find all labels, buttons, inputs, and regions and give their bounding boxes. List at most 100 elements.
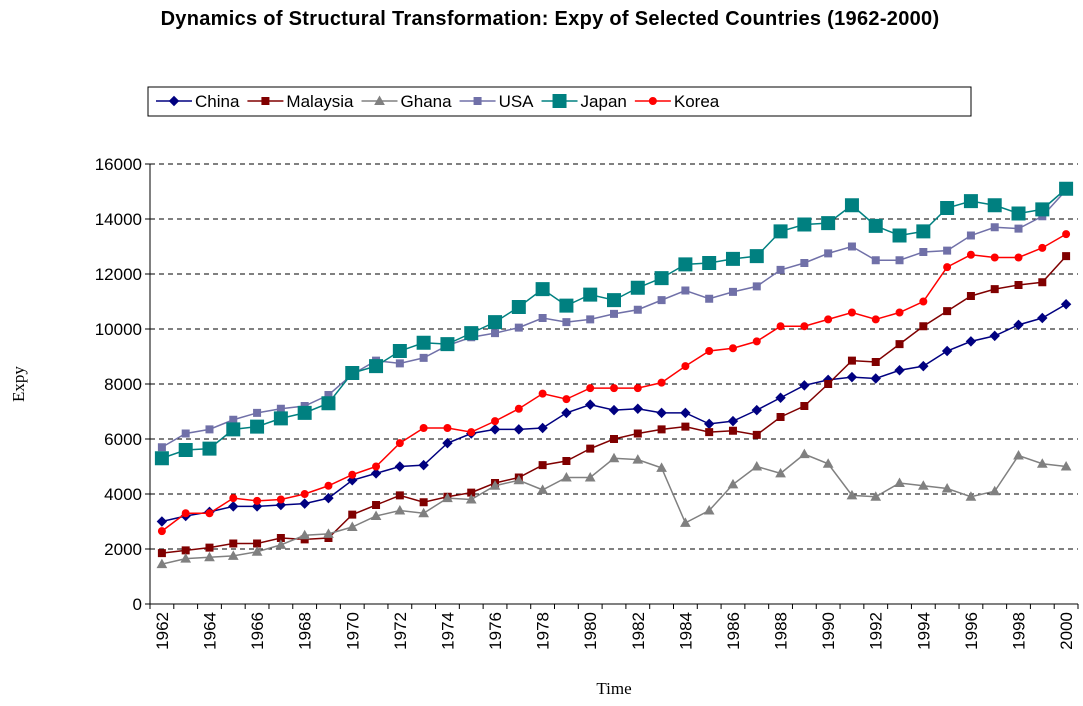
marker [489, 480, 501, 490]
marker [419, 353, 428, 362]
marker [776, 413, 785, 421]
x-tick-label: 1988 [772, 612, 791, 650]
marker [228, 501, 239, 512]
marker [943, 263, 952, 272]
marker [251, 546, 263, 556]
marker [657, 378, 666, 387]
marker [538, 389, 547, 398]
marker [870, 491, 882, 501]
marker [821, 216, 836, 231]
marker [1013, 319, 1024, 331]
marker [205, 425, 214, 434]
marker [633, 429, 642, 438]
marker [678, 257, 693, 272]
marker [919, 248, 928, 256]
marker [844, 198, 859, 213]
marker [749, 249, 764, 264]
marker [633, 384, 642, 393]
x-tick-label: 1992 [867, 612, 886, 650]
marker [559, 298, 574, 313]
marker [1062, 230, 1071, 239]
marker [1014, 281, 1023, 289]
marker [702, 256, 717, 270]
legend-label: Korea [674, 92, 720, 111]
marker [205, 509, 214, 518]
marker [1036, 458, 1048, 468]
marker [648, 97, 657, 105]
marker [297, 405, 312, 420]
marker [824, 315, 833, 324]
marker [229, 415, 238, 424]
marker [537, 422, 548, 434]
marker [800, 402, 809, 410]
marker [632, 403, 644, 414]
marker [799, 380, 810, 391]
x-tick-label: 1980 [581, 612, 600, 650]
marker [229, 494, 238, 503]
marker [511, 300, 526, 314]
marker [633, 305, 642, 314]
marker [752, 337, 761, 346]
marker [488, 315, 503, 330]
marker [348, 510, 357, 519]
marker [703, 418, 715, 430]
marker [752, 282, 761, 291]
x-tick-label: 1970 [343, 612, 362, 650]
marker [275, 539, 287, 549]
marker [751, 404, 762, 416]
marker [394, 461, 406, 472]
marker [419, 498, 428, 507]
marker [966, 292, 975, 300]
marker [1038, 243, 1047, 252]
chart-title: Dynamics of Structural Transformation: E… [160, 8, 940, 30]
marker [657, 296, 666, 305]
x-tick-label: 1968 [296, 612, 315, 650]
x-tick-label: 1984 [676, 612, 695, 650]
marker [797, 217, 812, 232]
marker [987, 198, 1002, 213]
marker [990, 253, 999, 262]
marker [919, 322, 928, 331]
marker [871, 315, 880, 324]
marker [800, 322, 809, 331]
marker [586, 444, 595, 453]
x-tick-label: 1982 [629, 612, 648, 650]
marker [372, 462, 381, 471]
marker [345, 366, 360, 380]
marker [584, 471, 596, 482]
marker [871, 256, 880, 265]
legend-label: Ghana [401, 92, 453, 111]
marker [919, 297, 928, 306]
marker [1014, 253, 1023, 262]
marker [846, 371, 858, 383]
marker [727, 415, 739, 427]
marker [847, 308, 856, 317]
marker [918, 360, 929, 372]
y-tick-label: 4000 [104, 485, 142, 504]
marker [250, 419, 265, 434]
marker [537, 484, 548, 494]
marker [535, 282, 550, 297]
marker [966, 250, 975, 259]
marker [776, 265, 785, 274]
marker [871, 358, 880, 366]
marker [728, 344, 737, 353]
marker [1038, 278, 1047, 287]
marker [989, 330, 1000, 342]
marker [253, 539, 262, 548]
marker [773, 224, 788, 239]
marker [1060, 299, 1072, 310]
marker [552, 94, 567, 108]
marker [868, 218, 883, 233]
legend-item: Malaysia [247, 92, 354, 111]
marker [680, 407, 691, 419]
x-tick-label: 1986 [724, 612, 743, 650]
marker [846, 489, 858, 500]
marker [562, 395, 571, 404]
marker [1060, 460, 1072, 471]
marker [489, 424, 501, 435]
marker [418, 459, 429, 471]
marker [608, 404, 620, 416]
marker [656, 462, 667, 472]
marker [681, 286, 690, 295]
